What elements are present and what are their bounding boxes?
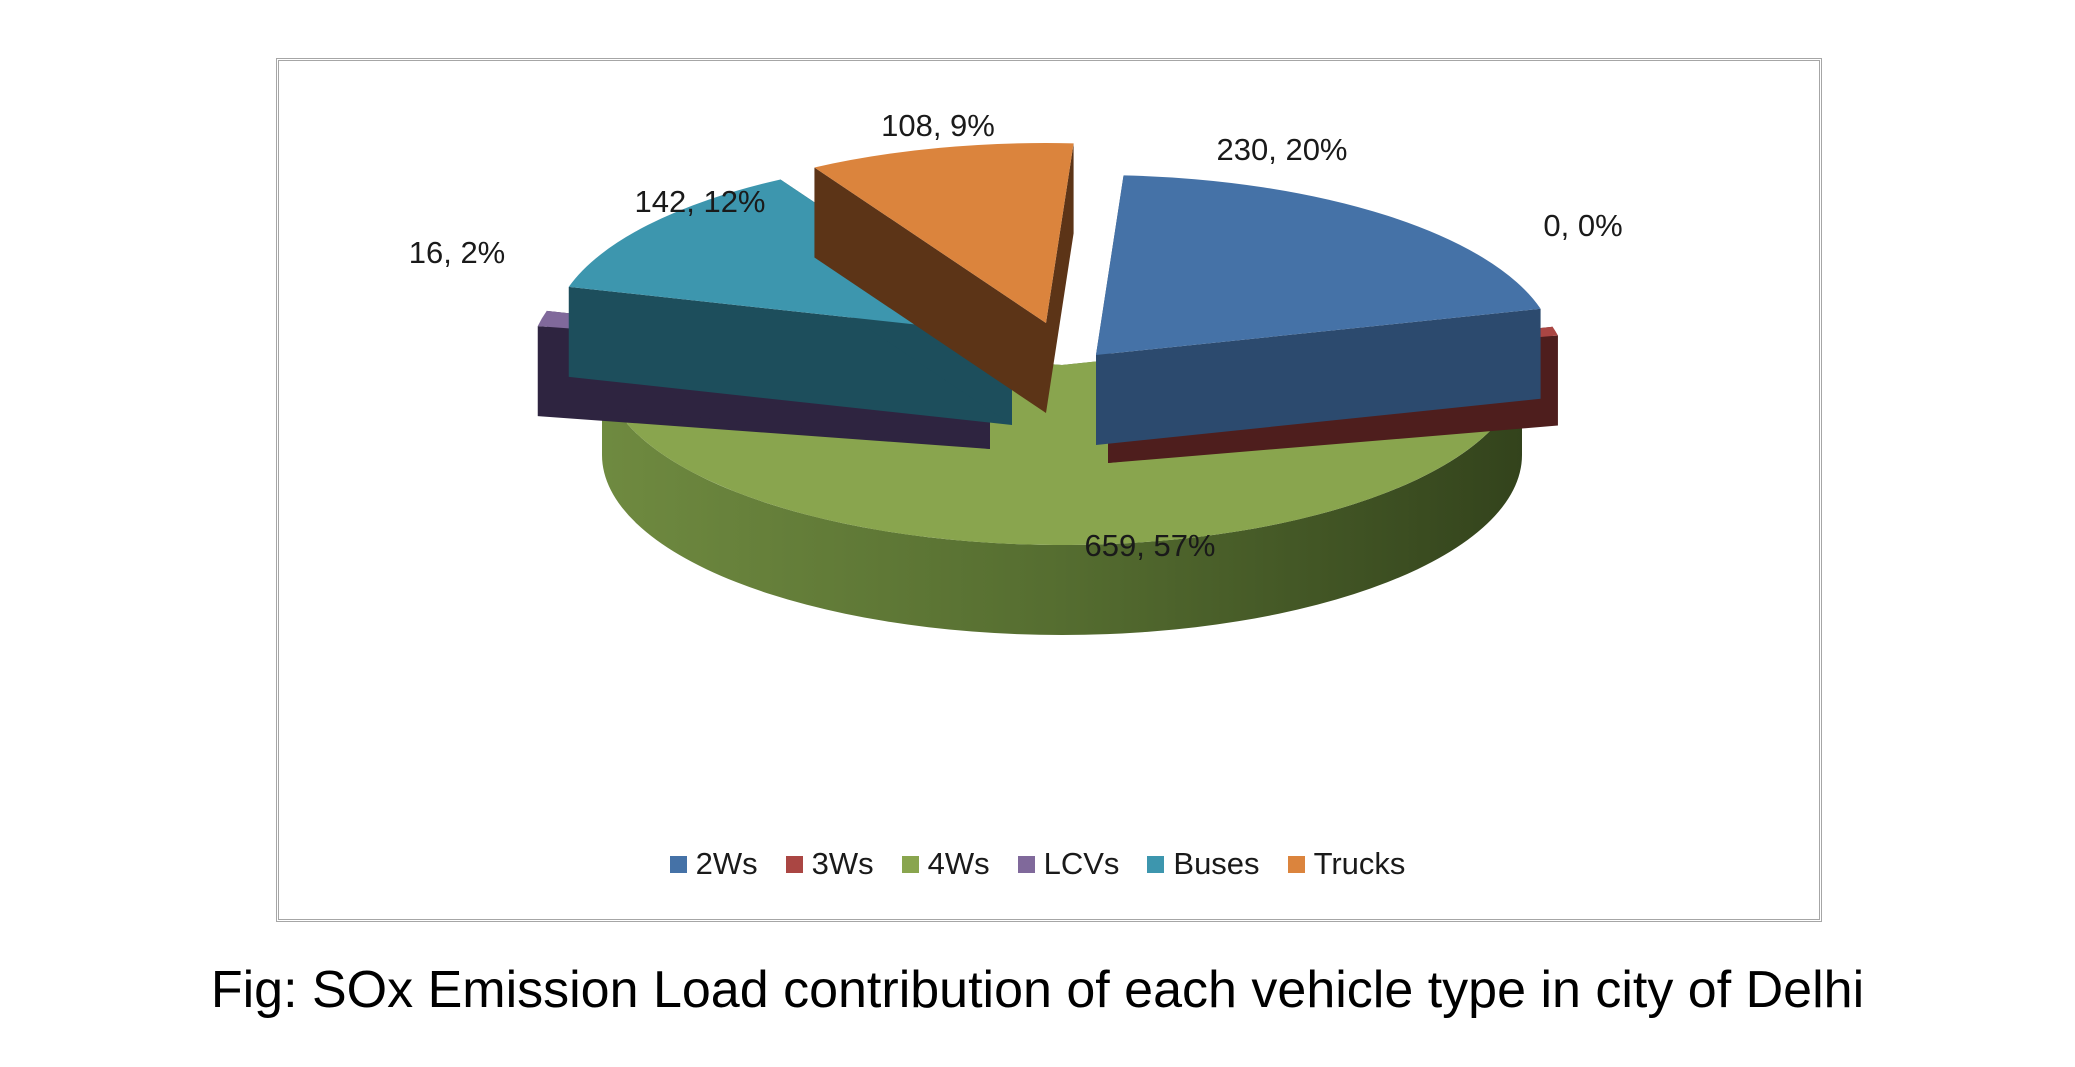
data-label-trucks: 108, 9% [881,108,995,143]
pie-slice-2ws [1096,175,1541,445]
legend-label: Buses [1173,846,1260,881]
legend-label: 4Ws [927,846,990,881]
pie-slice-trucks [814,143,1074,413]
data-label-4ws: 659, 57% [1085,528,1216,563]
legend-swatch [901,855,919,873]
data-label-lcvs: 16, 2% [409,235,506,270]
legend-label: Trucks [1313,846,1406,881]
legend-item-4ws: 4Ws [901,846,990,882]
legend-item-3ws: 3Ws [785,846,874,882]
data-label-3ws: 0, 0% [1543,208,1622,243]
data-label-buses: 142, 12% [635,184,766,219]
legend-swatch [1147,855,1165,873]
legend-swatch [669,855,687,873]
legend-item-lcvs: LCVs [1017,846,1120,882]
legend-label: 2Ws [695,846,758,881]
legend-swatch [1017,855,1035,873]
legend-item-buses: Buses [1147,846,1260,882]
data-label-2ws: 230, 20% [1217,132,1348,167]
chart-legend: 2Ws 3Ws 4Ws LCVs Buses Trucks [0,846,2075,882]
legend-label: LCVs [1043,846,1120,881]
legend-swatch [1287,855,1305,873]
legend-item-2ws: 2Ws [669,846,758,882]
legend-item-trucks: Trucks [1287,846,1406,882]
figure-caption: Fig: SOx Emission Load contribution of e… [210,961,1865,1019]
legend-label: 3Ws [811,846,874,881]
legend-swatch [785,855,803,873]
